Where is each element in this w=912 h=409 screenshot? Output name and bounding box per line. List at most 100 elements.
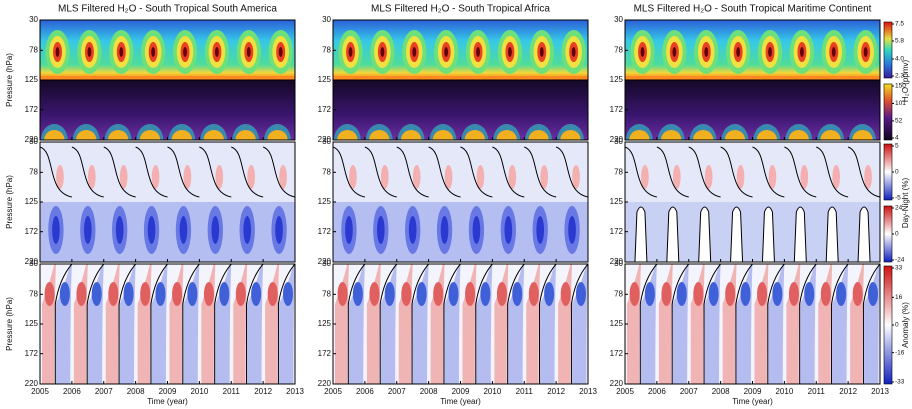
y-tick-label: 30 [614,15,623,24]
colorbar-tick-label: 101 [895,100,906,107]
x-tick-label: 2010 [190,387,208,396]
wave [528,130,549,140]
blob [243,216,252,244]
contour [475,264,493,384]
contour [752,146,785,198]
x-tick-label: 2009 [452,387,470,396]
blob [83,216,92,244]
blob [56,165,64,189]
y-tick-label: 220 [25,257,39,266]
colorbar-tick-label: 0 [895,231,899,238]
blob [465,282,476,306]
blob [536,216,545,244]
blob [571,47,576,57]
blob [151,47,156,57]
blob [725,282,736,306]
blob [380,165,389,189]
x-tick-label: 2007 [95,387,113,396]
blob [804,282,815,306]
blob [693,282,704,306]
x-axis-label: Time (year) [732,397,773,406]
contour-field [333,142,588,262]
y-tick-label: 220 [610,257,624,266]
colorbar-tick-label: -33 [895,379,905,386]
colorbar-tick-label: 2.3 [895,73,904,80]
x-tick-label: 2005 [616,387,634,396]
colorbar-tick-label: 150 [895,83,906,90]
wave [76,130,97,140]
wave [756,130,778,140]
blob [412,47,417,57]
colorbar-tick-label: 4 [895,135,899,142]
blob [640,47,645,57]
blob [187,282,198,306]
y-tick-label: 220 [318,135,332,144]
contour [799,264,817,384]
contour [656,146,689,198]
contour [135,146,168,198]
colorbar-tick-label: 7.5 [895,21,904,28]
contour [443,264,461,384]
panel-title: MLS Filtered H₂O - South Tropical Mariti… [634,4,872,15]
wave [235,130,256,140]
blob [544,282,555,306]
blob [203,282,214,306]
contour [347,264,366,384]
blob [87,47,92,57]
y-tick-label: 172 [25,349,39,358]
blob [91,282,102,306]
x-tick-label: 2013 [871,387,889,396]
contour [816,146,849,198]
blob [337,282,348,306]
wave [171,130,193,140]
x-tick-label: 2008 [127,387,145,396]
y-tick-label: 220 [610,379,624,388]
blob [183,165,192,189]
contour [246,264,264,384]
blob [147,216,156,244]
contour [862,264,880,384]
y-tick-label: 125 [318,319,332,328]
blob [444,47,449,57]
field-bg [333,202,588,262]
blob [672,47,677,57]
blob [661,282,672,306]
x-tick-label: 2012 [839,387,857,396]
blob [736,165,745,189]
contour [333,146,365,198]
y-tick-label: 125 [25,197,39,206]
contour [767,264,785,384]
y-tick-label: 125 [610,319,624,328]
contour [625,146,657,198]
blob [140,282,151,306]
blob [629,282,640,306]
blob [251,282,262,306]
blob [275,216,283,244]
blob [246,47,251,57]
contour [277,264,295,384]
y-tick-label: 220 [610,135,624,144]
blob [757,282,768,306]
wave [560,130,581,140]
blob [676,282,687,306]
blob [820,282,831,306]
blob [115,216,124,244]
blob [155,282,166,306]
colorbar-label: Anomaly (%) [901,302,910,348]
contour [507,264,525,384]
blob [504,216,513,244]
y-tick-label: 172 [25,105,39,114]
contour [54,264,73,384]
wave [337,130,358,140]
x-tick-label: 2009 [159,387,177,396]
x-tick-label: 2013 [579,387,597,396]
y-tick-label: 125 [25,319,39,328]
x-tick-label: 2011 [516,387,534,396]
blob [433,282,444,306]
blob [211,216,220,244]
blob [282,282,293,306]
blob [172,282,183,306]
y-axis-label: Pressure (hPa) [5,175,14,229]
blob [496,282,507,306]
